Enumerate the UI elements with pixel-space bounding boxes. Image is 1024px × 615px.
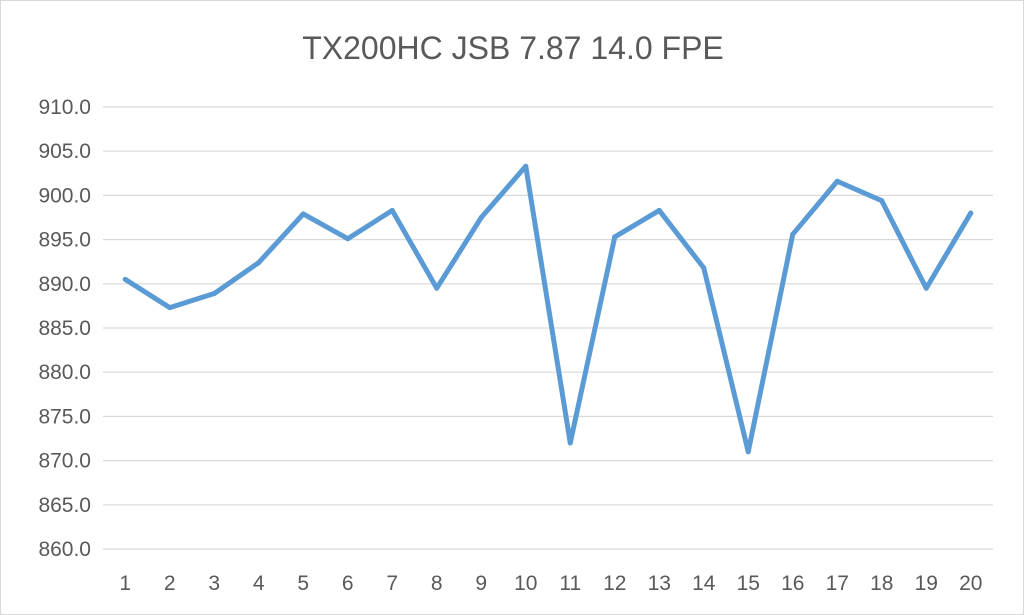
data-point bbox=[211, 291, 217, 297]
x-axis-tick-labels: 1 2 3 4 5 6 7 8 9 10 11 12 13 14 15 16 17 18 19 20 bbox=[119, 572, 982, 595]
x-tick-label: 20 bbox=[959, 572, 982, 595]
series-line bbox=[122, 163, 974, 455]
data-point bbox=[434, 285, 440, 291]
x-tick-label: 14 bbox=[692, 572, 716, 595]
x-tick-label: 7 bbox=[386, 572, 398, 595]
data-point bbox=[345, 236, 351, 242]
x-tick-label: 15 bbox=[737, 572, 760, 595]
series-layer bbox=[122, 163, 974, 455]
data-point bbox=[923, 285, 929, 291]
data-point bbox=[790, 231, 796, 237]
y-tick-label: 870.0 bbox=[38, 450, 91, 473]
x-tick-label: 9 bbox=[475, 572, 487, 595]
x-tick-label: 2 bbox=[164, 572, 176, 595]
y-tick-label: 890.0 bbox=[38, 273, 91, 296]
x-tick-label: 8 bbox=[431, 572, 443, 595]
y-tick-label: 875.0 bbox=[38, 405, 91, 428]
data-point bbox=[701, 265, 707, 271]
x-tick-label: 6 bbox=[342, 572, 354, 595]
chart-title: TX200HC JSB 7.87 14.0 FPE bbox=[302, 30, 724, 66]
data-point bbox=[834, 178, 840, 184]
y-tick-label: 895.0 bbox=[38, 229, 91, 252]
y-tick-label: 880.0 bbox=[38, 361, 91, 384]
data-point bbox=[122, 276, 128, 282]
data-point bbox=[523, 163, 529, 169]
x-tick-label: 12 bbox=[603, 572, 626, 595]
gridlines bbox=[103, 106, 993, 550]
x-tick-label: 10 bbox=[514, 572, 537, 595]
x-tick-label: 13 bbox=[648, 572, 671, 595]
x-tick-label: 1 bbox=[119, 572, 131, 595]
y-tick-label: 885.0 bbox=[38, 317, 91, 340]
data-point bbox=[567, 440, 573, 446]
x-tick-label: 17 bbox=[826, 572, 849, 595]
x-tick-label: 18 bbox=[870, 572, 893, 595]
x-tick-label: 5 bbox=[297, 572, 309, 595]
x-tick-label: 16 bbox=[781, 572, 804, 595]
y-axis-tick-labels: 860.0 865.0 870.0 875.0 880.0 885.0 890.0 895.0… bbox=[38, 96, 91, 561]
data-point bbox=[656, 207, 662, 213]
x-tick-label: 4 bbox=[253, 572, 265, 595]
y-tick-label: 865.0 bbox=[38, 494, 91, 517]
y-tick-label: 860.0 bbox=[38, 538, 91, 561]
data-point bbox=[745, 449, 751, 455]
data-point bbox=[612, 234, 618, 240]
data-point bbox=[478, 215, 484, 220]
data-point bbox=[879, 198, 885, 204]
x-tick-label: 19 bbox=[915, 572, 938, 595]
y-tick-label: 910.0 bbox=[38, 96, 91, 119]
y-tick-label: 900.0 bbox=[38, 184, 91, 207]
data-point bbox=[256, 260, 262, 266]
data-point bbox=[389, 207, 395, 213]
y-tick-label: 905.0 bbox=[38, 140, 91, 163]
data-point bbox=[167, 305, 173, 311]
data-point bbox=[968, 210, 974, 216]
data-point bbox=[300, 211, 306, 217]
x-tick-label: 11 bbox=[559, 572, 581, 595]
x-tick-label: 3 bbox=[208, 572, 220, 595]
